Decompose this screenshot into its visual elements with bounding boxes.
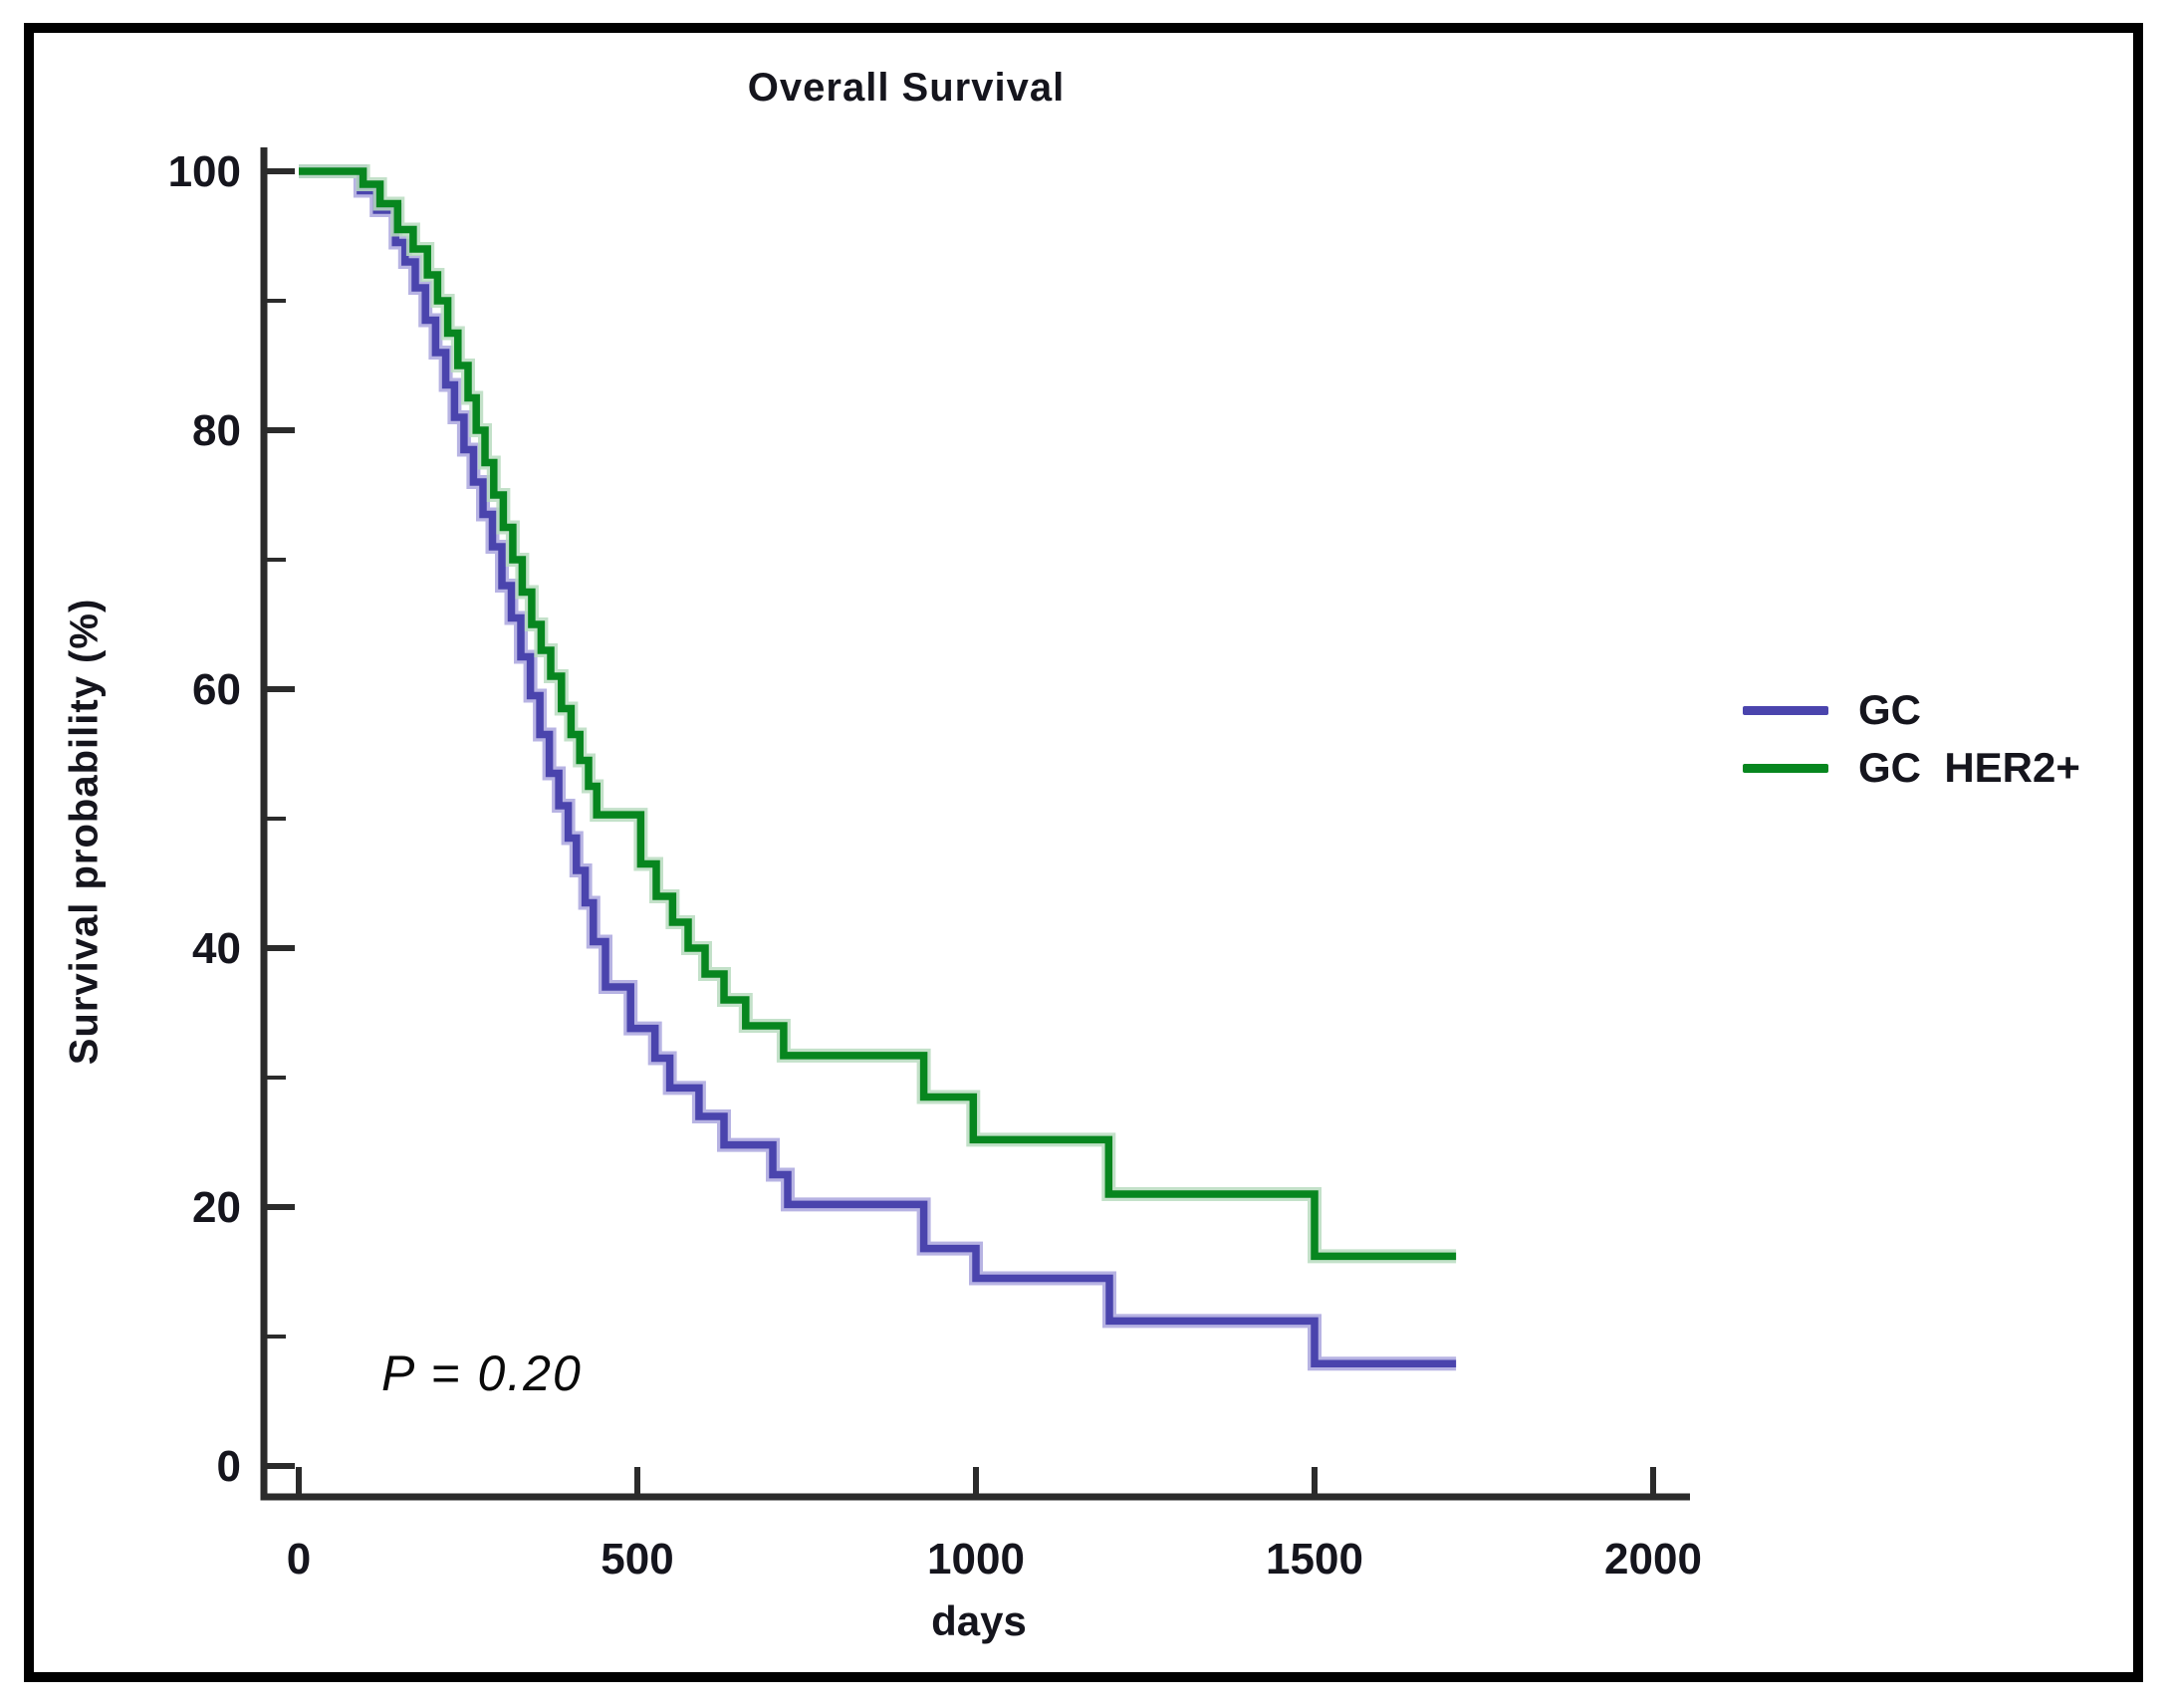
legend-label-gc: GC: [1858, 686, 1921, 733]
legend-line-gc-icon: [1743, 705, 1828, 715]
y-tick-label: 60: [192, 665, 241, 714]
legend-item-gc: GC: [1743, 689, 2080, 731]
x-tick-label: 500: [601, 1535, 673, 1584]
y-tick-label: 20: [192, 1183, 241, 1232]
chart-title: Overall Survival: [747, 66, 1066, 110]
x-tick-label: 2000: [1604, 1535, 1702, 1584]
x-tick-label: 0: [287, 1535, 311, 1584]
y-tick-label: 0: [217, 1442, 241, 1491]
x-tick-label: 1000: [927, 1535, 1025, 1584]
legend-item-gc-her2: GC HER2+: [1743, 747, 2080, 789]
km-curve-gc-her2: [299, 167, 1457, 1261]
legend-line-gc-her2-icon: [1743, 763, 1828, 773]
km-curve-halo-gc-her2: [299, 164, 1457, 1264]
y-tick-label: 100: [168, 147, 241, 196]
legend: GC GC HER2+: [1743, 689, 2080, 789]
figure-border: [24, 23, 2143, 1682]
y-tick-label: 40: [192, 924, 241, 973]
p-value-annotation: P = 0.20: [381, 1345, 583, 1401]
y-tick-label: 80: [192, 406, 241, 455]
legend-label-gc-her2: GC HER2+: [1858, 744, 2080, 791]
y-axis-label: Survival probability (%): [62, 598, 107, 1066]
km-curve-halo-gc: [299, 164, 1457, 1371]
x-axis-label: days: [931, 1597, 1027, 1644]
x-tick-label: 1500: [1266, 1535, 1363, 1584]
km-curve-gc: [299, 167, 1457, 1368]
